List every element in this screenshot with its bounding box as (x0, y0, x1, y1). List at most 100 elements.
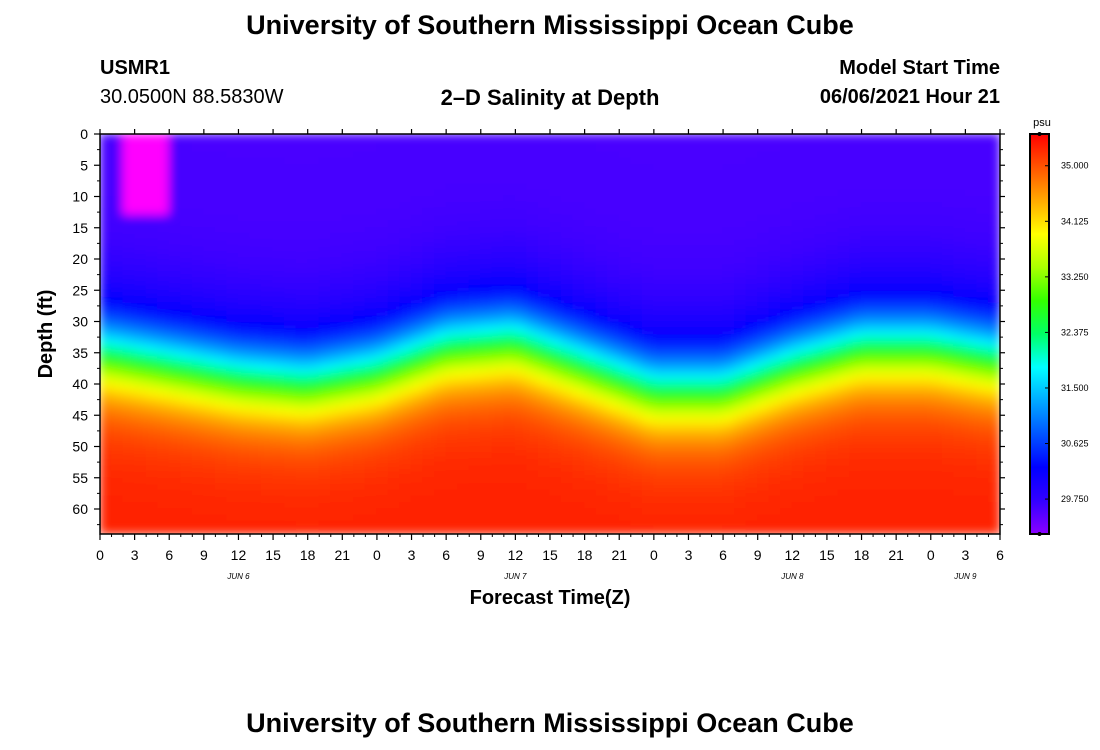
heatmap-cell (676, 227, 690, 235)
heatmap-cell (180, 508, 193, 516)
heatmap-cell (480, 189, 493, 198)
heatmap-cell (745, 239, 759, 248)
heatmap-cell (145, 333, 159, 341)
heatmap-cell (514, 452, 528, 460)
heatmap-cell (157, 408, 170, 416)
heatmap-cell (803, 389, 816, 398)
heatmap-cell (168, 202, 182, 210)
heatmap-cell (157, 383, 170, 391)
heatmap-cell (791, 320, 805, 329)
heatmap-cell (191, 195, 205, 204)
heatmap-cell (872, 158, 886, 166)
heatmap-cell (768, 352, 782, 360)
heatmap-cell (157, 458, 170, 466)
heatmap-cell (110, 202, 124, 210)
heatmap-cell (849, 145, 863, 154)
heatmap-cell (480, 377, 493, 385)
heatmap-cell (895, 245, 909, 254)
heatmap-cell (584, 364, 597, 373)
heatmap-cell (376, 527, 390, 534)
heatmap-cell (295, 520, 309, 529)
heatmap-cell (307, 258, 320, 266)
heatmap-cell (145, 320, 159, 329)
heatmap-cell (434, 514, 447, 523)
heatmap-cell (595, 308, 609, 316)
heatmap-cell (514, 139, 528, 148)
heatmap-cell (272, 370, 286, 379)
heatmap-cell (780, 345, 793, 354)
heatmap-cell (122, 470, 136, 479)
heatmap-cell (514, 302, 528, 310)
heatmap-cell (664, 352, 678, 360)
heatmap-cell (768, 483, 782, 491)
heatmap-cell (110, 458, 124, 466)
heatmap-cell (757, 258, 770, 266)
heatmap-cell (837, 383, 851, 391)
heatmap-cell (445, 239, 459, 248)
heatmap-cell (884, 164, 897, 173)
heatmap-cell (353, 352, 366, 360)
heatmap-cell (722, 214, 736, 223)
heatmap-cell (318, 220, 332, 229)
heatmap-cell (941, 152, 955, 160)
heatmap-cell (168, 189, 182, 198)
heatmap-cell (191, 264, 205, 273)
heatmap-cell (676, 502, 690, 510)
heatmap-cell (157, 220, 170, 229)
heatmap-cell (100, 252, 113, 260)
heatmap-cell (434, 139, 447, 148)
heatmap-cell (664, 514, 678, 523)
heatmap-cell (260, 427, 274, 435)
heatmap-cell (399, 264, 413, 273)
heatmap-cell (237, 339, 251, 348)
heatmap-cell (410, 345, 424, 354)
heatmap-cell (722, 308, 736, 316)
heatmap-cell (595, 364, 609, 373)
heatmap-cell (676, 464, 690, 473)
heatmap-cell (780, 320, 793, 329)
heatmap-cell (710, 370, 724, 379)
heatmap-cell (434, 189, 447, 198)
heatmap-cell (872, 289, 886, 298)
heatmap-cell (572, 395, 586, 404)
heatmap-cell (180, 420, 193, 429)
heatmap-cell (757, 377, 770, 385)
heatmap-cell (307, 345, 320, 354)
heatmap-cell (100, 227, 113, 235)
heatmap-cell (814, 527, 828, 534)
heatmap-cell (203, 177, 216, 185)
heatmap-cell (560, 377, 574, 385)
heatmap-cell (214, 383, 228, 391)
heatmap-cell (676, 527, 690, 534)
heatmap-cell (168, 239, 182, 248)
heatmap-cell (191, 208, 205, 216)
heatmap-cell (145, 470, 159, 479)
heatmap-cell (237, 227, 251, 235)
heatmap-cell (122, 327, 136, 335)
heatmap-cell (410, 508, 424, 516)
heatmap-cell (814, 508, 828, 516)
heatmap-cell (445, 439, 459, 448)
heatmap-cell (780, 427, 793, 435)
heatmap-cell (849, 339, 863, 348)
heatmap-cell (710, 377, 724, 385)
heatmap-cell (918, 458, 932, 466)
heatmap-cell (964, 208, 978, 216)
heatmap-cell (987, 314, 1000, 323)
heatmap-cell (607, 164, 620, 173)
heatmap-cell (157, 464, 170, 473)
heatmap-cell (837, 339, 851, 348)
heatmap-cell (364, 202, 378, 210)
heatmap-cell (964, 270, 978, 279)
heatmap-cell (803, 477, 816, 485)
heatmap-cell (376, 389, 390, 398)
heatmap-cell (110, 514, 124, 523)
heatmap-cell (595, 389, 609, 398)
heatmap-cell (930, 377, 943, 385)
heatmap-cell (445, 445, 459, 454)
heatmap-cell (768, 508, 782, 516)
heatmap-cell (214, 277, 228, 285)
heatmap-cell (780, 414, 793, 423)
heatmap-cell (941, 134, 955, 141)
heatmap-cell (687, 389, 701, 398)
